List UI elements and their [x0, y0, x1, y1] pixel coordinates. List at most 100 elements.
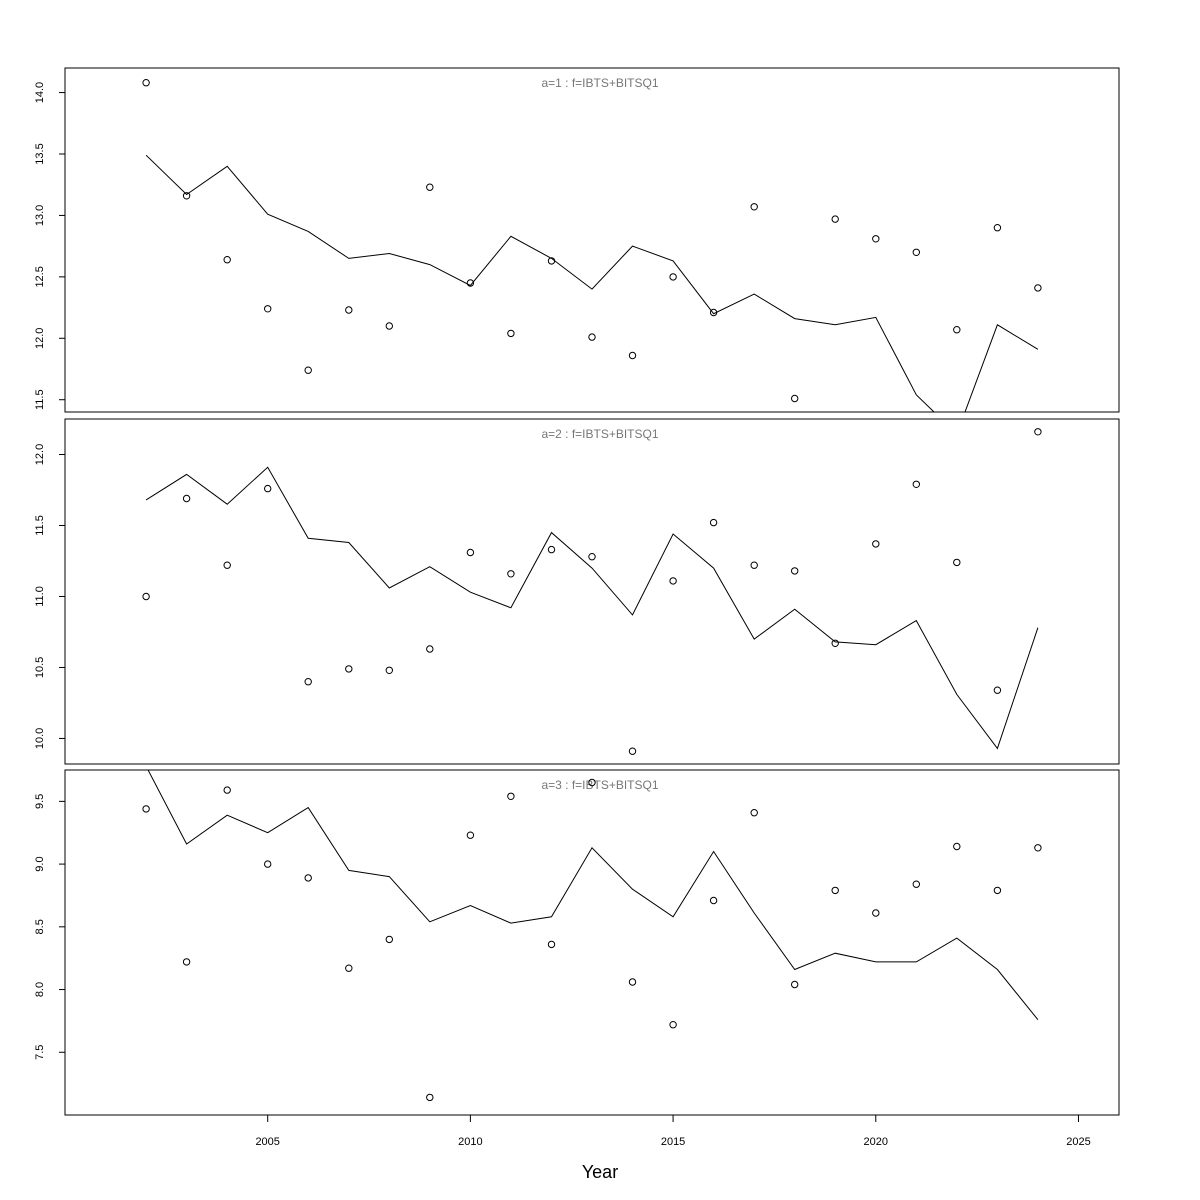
- data-point: [223, 256, 231, 264]
- panel-title: a=3 : f=IBTS+BITSQ1: [541, 778, 658, 792]
- data-point: [588, 778, 596, 787]
- panel-data: [142, 428, 1042, 755]
- data-point: [507, 570, 515, 578]
- panel-2: a=2 : f=IBTS+BITSQ1 10.0 10.5 11.0 11.5 12.0: [34, 418, 1120, 765]
- data-point: [831, 639, 839, 647]
- data-point: [264, 860, 272, 868]
- panel-data: [142, 79, 1042, 412]
- data-point: [385, 666, 393, 674]
- data-point: [750, 809, 758, 817]
- data-point: [1034, 844, 1042, 852]
- fitted-line: [147, 770, 1039, 1021]
- data-point: [466, 831, 475, 839]
- y-tick-label: 8.0: [34, 982, 46, 997]
- data-point: [223, 786, 231, 794]
- fitted-line: [145, 466, 1039, 750]
- data-point: [264, 484, 272, 493]
- data-point: [588, 333, 596, 341]
- data-point: [547, 545, 556, 554]
- data-point: [993, 686, 1002, 694]
- data-point: [872, 235, 880, 243]
- data-point: [912, 480, 920, 488]
- x-axis: 2005 2010 2015 2020 2025: [255, 1114, 1091, 1148]
- data-point: [588, 553, 596, 561]
- data-point: [385, 322, 393, 330]
- y-tick-label: 14.0: [34, 82, 46, 103]
- data-point: [345, 306, 353, 314]
- data-point: [466, 548, 475, 557]
- panels: a=1 : f=IBTS+BITSQ1 11.5 12.0 12.5 13.0 13.5 1…: [34, 67, 1120, 1116]
- data-point: [304, 874, 312, 882]
- data-point: [142, 592, 150, 601]
- y-tick-label: 9.0: [34, 856, 46, 871]
- data-point: [304, 366, 312, 374]
- data-point: [912, 880, 920, 888]
- x-tick-label: 2020: [864, 1136, 888, 1148]
- data-point: [223, 561, 231, 569]
- data-point: [182, 494, 191, 503]
- panel-frame: [64, 418, 1120, 765]
- data-point: [385, 935, 393, 944]
- data-point: [264, 305, 272, 313]
- data-point: [547, 257, 556, 265]
- data-point: [669, 273, 677, 281]
- y-tick-label: 13.0: [34, 205, 46, 226]
- data-point: [912, 248, 920, 257]
- panel-title: a=1 : f=IBTS+BITSQ1: [541, 76, 658, 90]
- panel-data: [142, 770, 1042, 1102]
- data-point: [426, 645, 434, 653]
- y-tick-label: 12.0: [34, 328, 46, 349]
- y-tick-label: 10.5: [34, 657, 46, 678]
- data-point: [1034, 428, 1042, 436]
- panel-frame: [64, 67, 1120, 413]
- data-point: [426, 1093, 434, 1102]
- data-point: [953, 842, 961, 851]
- data-point: [547, 940, 556, 949]
- x-axis-label: Year: [582, 1162, 618, 1182]
- panel-title: a=2 : f=IBTS+BITSQ1: [541, 427, 658, 441]
- y-tick-label: 12.5: [34, 266, 46, 287]
- data-point: [709, 518, 718, 527]
- data-point: [142, 805, 150, 813]
- data-point: [750, 203, 758, 211]
- data-point: [182, 958, 191, 966]
- x-tick-label: 2010: [458, 1136, 482, 1148]
- data-point: [628, 747, 637, 755]
- panel-1: a=1 : f=IBTS+BITSQ1 11.5 12.0 12.5 13.0 13.5 1…: [34, 67, 1120, 413]
- data-point: [669, 1020, 677, 1029]
- data-point: [669, 577, 677, 585]
- data-point: [953, 326, 961, 334]
- data-point: [345, 665, 353, 673]
- y-tick-label: 7.5: [34, 1045, 46, 1060]
- data-point: [993, 886, 1002, 895]
- data-point: [791, 980, 799, 989]
- y-tick-label: 11.5: [34, 515, 46, 536]
- data-point: [831, 215, 839, 223]
- panel-3: a=3 : f=IBTS+BITSQ1 7.5 8.0 8.5 9.0 9.5: [34, 769, 1120, 1116]
- data-point: [993, 224, 1002, 232]
- y-tick-label: 9.5: [34, 794, 46, 809]
- data-point: [466, 279, 475, 287]
- data-point: [791, 567, 799, 575]
- x-tick-label: 2005: [255, 1136, 279, 1148]
- data-point: [507, 792, 515, 800]
- data-point: [1034, 284, 1042, 292]
- data-point: [628, 351, 637, 360]
- y-tick-label: 11.5: [34, 389, 46, 410]
- data-point: [791, 394, 799, 403]
- y-tick-label: 8.5: [34, 919, 46, 934]
- panel-frame: [64, 769, 1120, 1116]
- data-point: [628, 978, 637, 986]
- data-point: [709, 896, 718, 905]
- data-point: [304, 678, 312, 686]
- data-point: [426, 183, 434, 191]
- data-point: [831, 886, 839, 895]
- fitted-line: [145, 154, 1039, 412]
- x-tick-label: 2025: [1066, 1136, 1090, 1148]
- data-point: [872, 540, 880, 548]
- data-point: [345, 964, 353, 972]
- data-point: [142, 79, 150, 87]
- data-point: [953, 558, 961, 567]
- y-tick-label: 10.0: [34, 728, 46, 749]
